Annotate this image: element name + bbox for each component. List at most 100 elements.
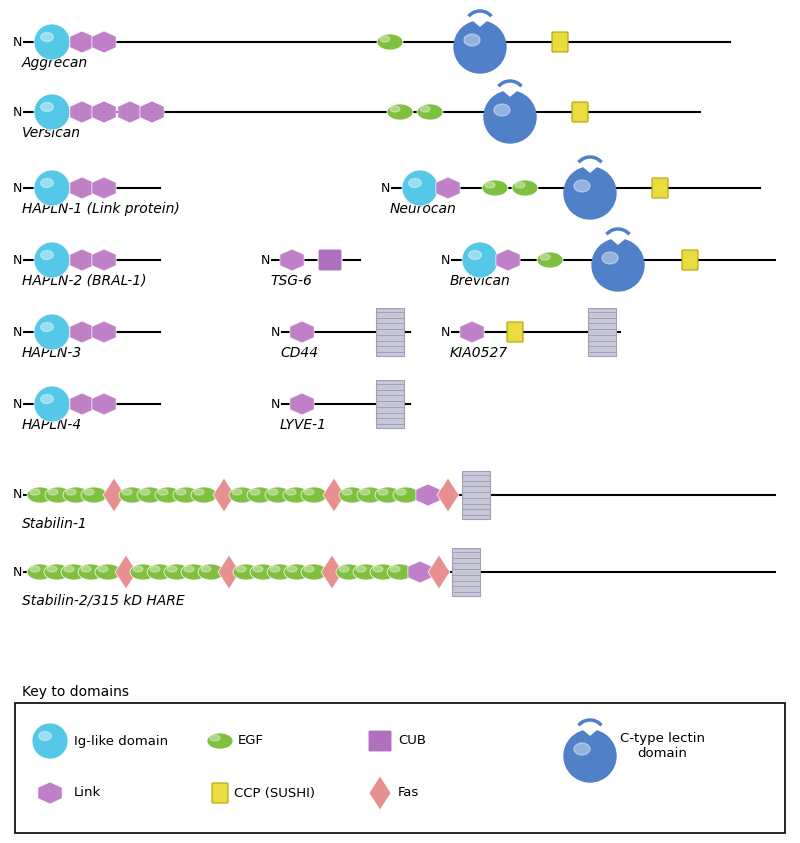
Ellipse shape — [356, 566, 366, 572]
Ellipse shape — [140, 489, 150, 495]
Ellipse shape — [301, 487, 327, 503]
Ellipse shape — [210, 735, 220, 741]
Ellipse shape — [27, 564, 53, 580]
Ellipse shape — [574, 743, 590, 755]
Text: CCP (SUSHI): CCP (SUSHI) — [234, 787, 315, 799]
Polygon shape — [70, 101, 94, 123]
Text: KIA0527: KIA0527 — [450, 346, 508, 360]
FancyBboxPatch shape — [552, 32, 568, 52]
Ellipse shape — [380, 36, 390, 42]
Polygon shape — [38, 782, 62, 804]
FancyBboxPatch shape — [507, 322, 523, 342]
Ellipse shape — [184, 566, 194, 572]
Polygon shape — [213, 478, 235, 512]
Text: Neurocan: Neurocan — [390, 202, 457, 216]
Polygon shape — [280, 249, 304, 271]
Ellipse shape — [469, 250, 482, 260]
Ellipse shape — [515, 182, 525, 188]
Bar — [15, 703, 785, 833]
Circle shape — [564, 730, 616, 782]
Text: EGF: EGF — [238, 734, 264, 748]
Ellipse shape — [44, 564, 70, 580]
Ellipse shape — [574, 180, 590, 192]
Ellipse shape — [84, 489, 94, 495]
Ellipse shape — [81, 487, 107, 503]
Text: CUB: CUB — [398, 734, 426, 748]
Ellipse shape — [373, 566, 383, 572]
Ellipse shape — [236, 566, 246, 572]
Ellipse shape — [150, 566, 160, 572]
Ellipse shape — [133, 566, 143, 572]
Ellipse shape — [512, 180, 538, 196]
Ellipse shape — [61, 564, 87, 580]
Ellipse shape — [267, 564, 293, 580]
Ellipse shape — [396, 489, 406, 495]
Ellipse shape — [130, 564, 156, 580]
Ellipse shape — [265, 487, 291, 503]
Polygon shape — [70, 177, 94, 199]
Circle shape — [32, 723, 68, 759]
Ellipse shape — [485, 182, 495, 188]
Polygon shape — [92, 101, 116, 123]
Ellipse shape — [194, 489, 204, 495]
Ellipse shape — [48, 489, 58, 495]
Ellipse shape — [304, 566, 314, 572]
Text: N: N — [441, 254, 450, 266]
Ellipse shape — [377, 34, 403, 50]
Bar — [588, 308, 616, 356]
Polygon shape — [70, 321, 94, 343]
Text: N: N — [381, 181, 390, 195]
Ellipse shape — [482, 180, 508, 196]
Text: Ig-like domain: Ig-like domain — [74, 734, 168, 748]
Ellipse shape — [602, 252, 618, 264]
Ellipse shape — [250, 489, 260, 495]
Ellipse shape — [27, 487, 53, 503]
Bar — [462, 471, 490, 519]
Ellipse shape — [387, 564, 413, 580]
FancyBboxPatch shape — [318, 249, 342, 271]
Text: N: N — [270, 398, 280, 411]
Circle shape — [34, 24, 70, 60]
Text: Key to domains: Key to domains — [22, 685, 129, 699]
Polygon shape — [70, 393, 94, 415]
Polygon shape — [416, 484, 440, 506]
Ellipse shape — [41, 323, 54, 331]
Ellipse shape — [95, 564, 121, 580]
Polygon shape — [290, 393, 314, 415]
Text: Stabilin-2/315 kD HARE: Stabilin-2/315 kD HARE — [22, 594, 185, 608]
Ellipse shape — [63, 487, 89, 503]
Ellipse shape — [41, 103, 54, 111]
Polygon shape — [323, 478, 345, 512]
Ellipse shape — [198, 564, 224, 580]
Ellipse shape — [268, 489, 278, 495]
Ellipse shape — [301, 564, 327, 580]
Ellipse shape — [287, 566, 297, 572]
Text: HAPLN-4: HAPLN-4 — [22, 418, 82, 432]
Ellipse shape — [494, 104, 510, 116]
Text: Fas: Fas — [398, 787, 419, 799]
Ellipse shape — [229, 487, 255, 503]
Polygon shape — [92, 393, 116, 415]
Ellipse shape — [464, 34, 480, 46]
Polygon shape — [103, 478, 125, 512]
FancyBboxPatch shape — [682, 250, 698, 270]
Ellipse shape — [390, 106, 400, 112]
Polygon shape — [92, 249, 116, 271]
Ellipse shape — [41, 179, 54, 187]
Ellipse shape — [147, 564, 173, 580]
Text: Link: Link — [74, 787, 102, 799]
Ellipse shape — [30, 566, 40, 572]
Ellipse shape — [284, 564, 310, 580]
Circle shape — [564, 167, 616, 219]
Circle shape — [34, 386, 70, 422]
Ellipse shape — [250, 564, 276, 580]
Polygon shape — [70, 31, 94, 53]
Ellipse shape — [540, 254, 550, 260]
Polygon shape — [408, 561, 432, 583]
Circle shape — [462, 242, 498, 278]
Ellipse shape — [173, 487, 199, 503]
Ellipse shape — [41, 395, 54, 404]
Bar — [376, 308, 404, 356]
Ellipse shape — [137, 487, 163, 503]
Ellipse shape — [409, 179, 422, 187]
